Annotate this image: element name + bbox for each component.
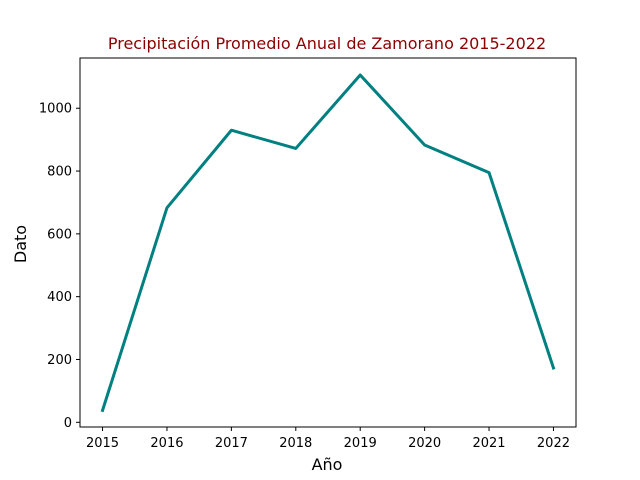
x-axis-label: Año [312, 455, 343, 474]
x-tick-label-2016: 2016 [150, 436, 183, 451]
x-tick-label-2021: 2021 [472, 436, 505, 451]
y-tick-label-600: 600 [47, 227, 72, 242]
plot-frame [79, 57, 577, 428]
x-tick-label-2022: 2022 [537, 436, 570, 451]
y-tick-label-1000: 1000 [39, 102, 72, 117]
x-tick-label-2018: 2018 [279, 436, 312, 451]
series-line-0 [100, 73, 556, 413]
y-tick-label-400: 400 [47, 290, 72, 305]
y-tick-label-200: 200 [47, 353, 72, 368]
chart-title: Precipitación Promedio Anual de Zamorano… [108, 34, 546, 53]
x-tick-label-2017: 2017 [215, 436, 248, 451]
y-axis-label: Dato [11, 225, 30, 263]
x-tick-label-2015: 2015 [86, 436, 119, 451]
y-tick-label-800: 800 [47, 165, 72, 180]
x-tick-label-2019: 2019 [344, 436, 377, 451]
y-tick-label-0: 0 [64, 416, 72, 431]
x-tick-label-2020: 2020 [408, 436, 441, 451]
plot-area: 2015 2016 2017 2018 2019 2020 2021 2022 0 200 400 6… [39, 57, 577, 451]
